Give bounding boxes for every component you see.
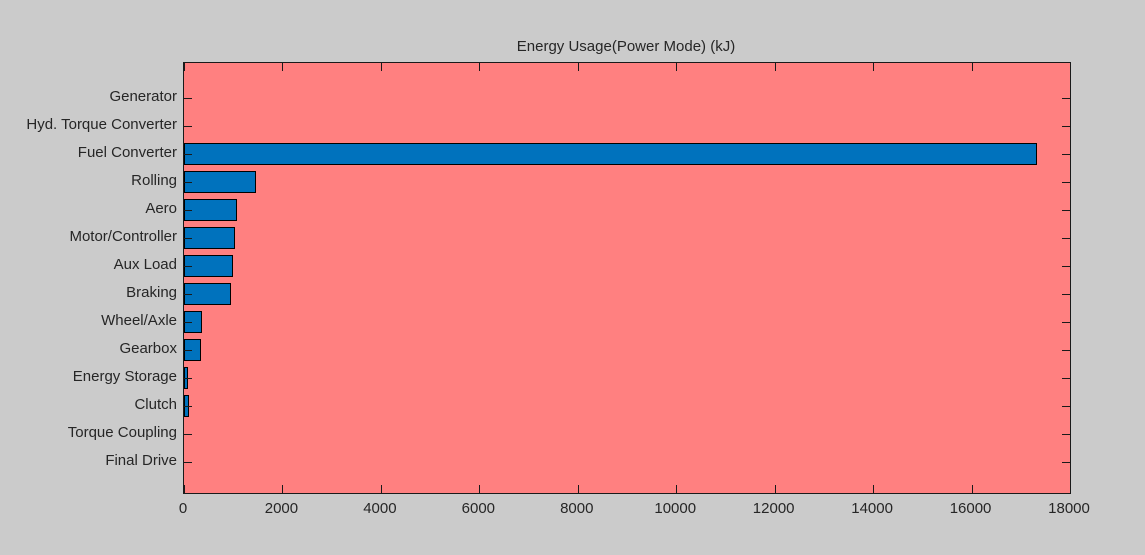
y-tick	[184, 350, 192, 351]
y-tick	[1062, 434, 1070, 435]
x-tick	[873, 485, 875, 493]
x-tick	[479, 63, 481, 71]
x-tick	[774, 485, 776, 493]
y-axis-label: Torque Coupling	[67, 424, 177, 441]
x-axis-label: 10000	[654, 500, 697, 517]
x-tick	[380, 63, 382, 71]
y-tick	[184, 154, 192, 155]
y-tick	[1062, 322, 1070, 323]
y-tick	[1062, 266, 1070, 267]
y-tick	[1062, 462, 1070, 463]
y-tick	[1062, 98, 1070, 99]
x-tick	[479, 485, 481, 493]
y-tick	[1062, 210, 1070, 211]
x-tick	[1070, 485, 1071, 493]
y-tick	[1062, 154, 1070, 155]
x-axis-label: 6000	[461, 500, 496, 517]
y-axis-label: Fuel Converter	[77, 144, 177, 161]
chart-title: Energy Usage(Power Mode) (kJ)	[516, 38, 736, 55]
x-tick	[971, 485, 973, 493]
y-axis-label: Generator	[109, 88, 177, 105]
y-axis-label: Rolling	[131, 172, 177, 189]
y-tick	[184, 434, 192, 435]
x-tick	[577, 63, 579, 71]
x-tick	[676, 63, 678, 71]
x-tick	[971, 63, 973, 71]
x-axis-label: 12000	[752, 500, 795, 517]
y-tick	[184, 266, 192, 267]
y-tick	[1062, 238, 1070, 239]
y-tick	[1062, 406, 1070, 407]
y-tick	[1062, 182, 1070, 183]
x-tick	[282, 63, 284, 71]
x-tick	[380, 485, 382, 493]
y-axis-label: Wheel/Axle	[101, 312, 177, 329]
x-tick	[577, 485, 579, 493]
y-tick	[184, 210, 192, 211]
x-axis-label: 16000	[949, 500, 992, 517]
y-axis-label: Braking	[126, 284, 177, 301]
x-axis-label: 4000	[363, 500, 397, 517]
y-axis-label: Gearbox	[119, 340, 177, 357]
y-tick	[184, 182, 192, 183]
x-tick	[282, 485, 284, 493]
x-tick	[676, 485, 678, 493]
bar-rolling	[184, 171, 256, 193]
y-tick	[1062, 378, 1070, 379]
y-tick	[1062, 350, 1070, 351]
plot-area	[183, 62, 1071, 494]
y-axis-label: Motor/Controller	[69, 228, 177, 245]
y-axis-label: Energy Storage	[72, 368, 177, 385]
y-tick	[184, 98, 192, 99]
y-axis-label: Hyd. Torque Converter	[26, 116, 177, 133]
x-tick	[184, 485, 185, 493]
y-axis-label: Final Drive	[105, 452, 177, 469]
x-tick	[184, 63, 185, 71]
y-axis-label: Clutch	[134, 396, 177, 413]
y-tick	[184, 322, 192, 323]
y-tick	[1062, 126, 1070, 127]
y-tick	[184, 238, 192, 239]
x-axis-label: 2000	[264, 500, 299, 517]
x-axis-label: 14000	[851, 500, 893, 517]
y-tick	[184, 294, 192, 295]
x-axis-label: 0	[178, 500, 188, 517]
y-tick	[184, 126, 192, 127]
x-tick	[873, 63, 875, 71]
x-axis-label: 8000	[560, 500, 594, 517]
y-tick	[184, 406, 192, 407]
x-axis-label: 18000	[1048, 500, 1090, 517]
y-axis-label: Aux Load	[113, 256, 177, 273]
y-tick	[184, 462, 192, 463]
y-tick	[1062, 294, 1070, 295]
x-tick	[774, 63, 776, 71]
bar-fuel-converter	[184, 143, 1037, 165]
x-tick	[1070, 63, 1071, 71]
y-tick	[184, 378, 192, 379]
y-axis-label: Aero	[145, 200, 177, 217]
